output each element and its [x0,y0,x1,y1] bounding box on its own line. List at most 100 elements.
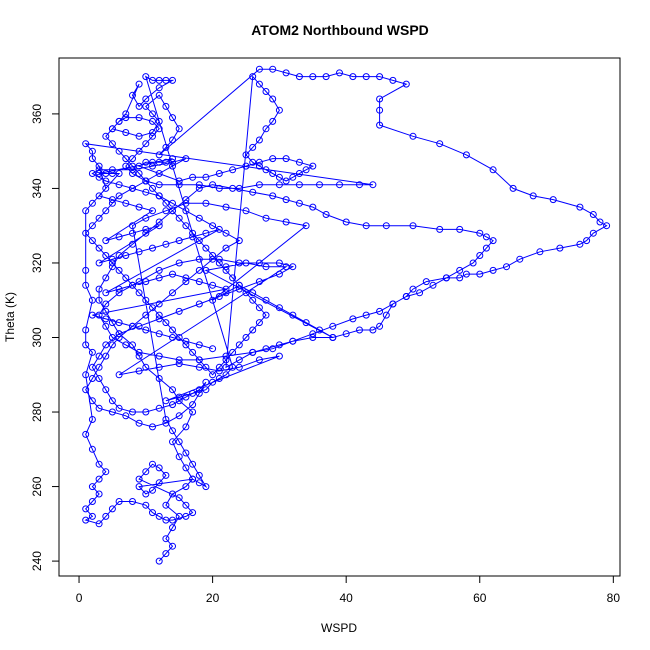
data-point [88,397,96,405]
data-point [115,285,123,293]
data-point [195,266,203,274]
data-point [262,166,270,174]
data-point [322,211,330,218]
data-point [195,341,203,349]
data-point [135,289,143,297]
data-point [108,408,116,416]
y-tick-label: 260 [30,476,44,496]
data-point [215,293,223,300]
data-point [456,225,464,233]
data-point [269,95,277,103]
data-point [409,285,417,293]
data-point [95,173,103,181]
data-point [135,248,143,256]
data-point [275,304,283,312]
x-tick-label: 40 [339,591,353,605]
data-point [269,192,277,200]
data-point [88,199,96,207]
data-point [309,203,317,211]
data-point [255,162,263,170]
data-point [275,352,283,360]
data-point [576,240,584,248]
data-point [102,207,110,215]
data-point [295,199,303,207]
data-point [95,404,103,412]
data-point [235,341,243,349]
data-point [376,121,384,129]
data-point [182,464,190,472]
data-point [169,136,176,144]
data-point [235,356,243,364]
data-point [275,270,283,278]
data-point [169,158,176,166]
data-point [309,73,317,81]
data-point [149,117,156,125]
data-point [175,494,183,502]
data-point [189,408,197,416]
data-point [135,367,143,375]
data-point [536,248,544,256]
data-point [102,341,110,349]
data-point [155,300,163,308]
data-point [115,404,123,412]
data-point [129,184,136,192]
data-point [149,76,156,84]
data-point [189,401,197,409]
data-point [169,524,176,532]
data-point [95,352,103,360]
data-point [95,166,103,174]
data-point [142,225,150,233]
data-point [88,170,96,177]
data-point [215,225,223,233]
data-point [142,490,150,498]
data-point [189,475,197,483]
data-point [255,181,263,189]
data-point [155,76,163,84]
data-point [235,259,243,267]
data-point [115,498,123,505]
data-point [108,196,116,204]
data-point [182,337,190,345]
data-point [182,222,190,230]
data-point [489,266,497,274]
data-point [255,319,263,327]
data-point [155,84,163,92]
data-point [169,326,176,334]
data-point [149,423,156,431]
data-point [175,177,183,185]
data-point [249,143,257,151]
data-point [235,363,243,371]
data-point [222,266,230,274]
data-point [215,170,223,177]
data-point [122,274,130,282]
data-point [88,363,96,371]
data-point [182,155,190,163]
data-point [189,389,197,397]
data-point [209,378,217,386]
data-point [115,330,123,338]
data-point [135,278,143,286]
y-axis-label: Theta (K) [3,292,17,342]
data-point [162,143,170,151]
data-point [175,397,183,405]
data-point [155,479,163,487]
data-point [169,155,176,163]
data-point [82,266,90,274]
data-point [169,114,176,122]
data-point [202,229,210,237]
data-point [95,296,103,304]
data-point [603,222,611,230]
data-point [142,229,150,237]
data-point [175,360,183,368]
data-point [382,311,390,319]
data-point [142,188,150,196]
data-point [95,475,103,483]
y-axis: 240 260 280 300 320 340 360 [30,104,60,571]
data-point [149,509,156,517]
data-point [82,505,90,513]
data-point [222,229,230,237]
data-point [169,438,176,446]
data-point [222,289,230,297]
data-point [162,535,170,543]
data-point [222,285,230,293]
